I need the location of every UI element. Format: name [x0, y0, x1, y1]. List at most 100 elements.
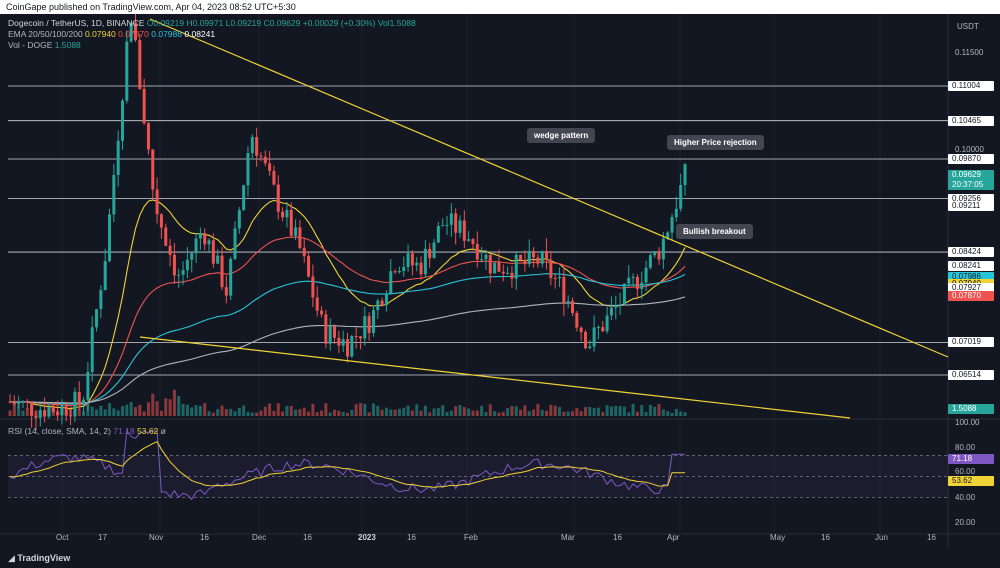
volume-bar [190, 407, 194, 416]
volume-bar [207, 411, 211, 416]
candle-body [635, 276, 639, 289]
candle-body [64, 404, 68, 416]
volume-bar [328, 412, 332, 416]
candle-body [224, 287, 228, 296]
candle-body [38, 410, 42, 418]
volume-bar [21, 410, 25, 416]
volume-bar [146, 402, 150, 416]
volume-bar [246, 411, 250, 416]
volume-bar [172, 389, 176, 416]
volume-bar [294, 409, 298, 416]
candle-body [108, 214, 112, 262]
candle-body [116, 140, 120, 176]
legend-ema-row[interactable]: EMA 20/50/100/200 0.07940 0.07870 0.0798… [8, 29, 416, 40]
volume-bar [315, 412, 319, 416]
candle-body [514, 254, 518, 279]
rsi-legend[interactable]: RSI (14, close, SMA, 14, 2) 71.18 53.62 … [8, 426, 166, 436]
volume-bar [371, 403, 375, 416]
volume-bar [133, 407, 137, 416]
candle-body [164, 227, 168, 246]
time-tick: Jun [875, 533, 888, 542]
legend-ohlc: O0.09219 H0.09971 L0.09219 C0.09629 +0.0… [146, 18, 416, 28]
candle-body [346, 339, 349, 357]
legend-vol-value: 1.5088 [54, 40, 81, 50]
candle-body [384, 293, 388, 306]
legend-symbol[interactable]: Dogecoin / TetherUS, 1D, BINANCE [8, 18, 145, 28]
tradingview-logo[interactable]: ◢ TradingView [8, 553, 70, 564]
price-tick-0115: 0.11500 [955, 48, 984, 57]
current-price: 0.09629 [952, 170, 981, 179]
volume-bar [333, 409, 337, 416]
rsi-tick-20: 20.00 [955, 518, 976, 527]
candle-body [155, 189, 159, 215]
volume-bar [523, 405, 527, 416]
volume-bar [216, 409, 220, 416]
candle-body [177, 274, 181, 276]
candle-body [168, 245, 172, 255]
candle-body [354, 336, 358, 338]
time-tick: Oct [56, 533, 69, 542]
candle-body [380, 300, 384, 306]
volume-bar [346, 412, 349, 416]
volume-bar [311, 403, 315, 416]
legend-vol-row[interactable]: Vol - DOGE 1.5088 [8, 40, 416, 51]
candle-body [454, 213, 458, 233]
volume-bar [653, 406, 657, 416]
ema-50-line [9, 236, 686, 407]
time-tick: Apr [667, 533, 680, 542]
volume-bar [194, 405, 198, 416]
volume-bar [402, 407, 406, 416]
volume-bar [268, 403, 272, 416]
currency-label: USDT [957, 22, 979, 31]
candle-body [627, 277, 631, 284]
ema-lines [9, 199, 686, 410]
candle-body [246, 153, 250, 186]
volume-bar [406, 405, 410, 416]
candle-body [198, 233, 202, 239]
legend-symbol-row: Dogecoin / TetherUS, 1D, BINANCE O0.0921… [8, 18, 416, 29]
level-tag: 0.06514 [948, 370, 994, 380]
candle-body [445, 224, 449, 226]
volume-bar [445, 412, 449, 416]
candle-body [216, 255, 220, 264]
volume-bar [497, 412, 501, 416]
legend-ema200: 0.08241 [184, 29, 216, 39]
volume-bar [138, 404, 142, 416]
candle-body [532, 250, 536, 258]
volume-bar [99, 405, 103, 416]
volume-bar [549, 404, 553, 416]
eye-icon[interactable]: ø [160, 426, 166, 436]
candle-body [60, 404, 64, 415]
time-tick: 16 [407, 533, 416, 542]
volume-bar [575, 408, 579, 416]
candle-body [272, 170, 276, 185]
candle-body [363, 316, 367, 339]
volume-bar [410, 410, 414, 416]
candle-body [43, 410, 47, 417]
volume-bar [458, 405, 462, 416]
candle-body [34, 415, 38, 418]
rsi-sma-line [9, 441, 685, 488]
candle-body [506, 272, 510, 274]
volume-bar [155, 401, 159, 416]
volume-bar [635, 411, 639, 416]
candle-body [519, 254, 523, 261]
volume-bar [185, 404, 189, 416]
volume-bar [320, 410, 324, 416]
price-chart[interactable] [0, 14, 1000, 548]
volume-bar [679, 411, 683, 416]
volume-bar [324, 403, 328, 416]
volume-bar [588, 406, 592, 416]
volume-bar [480, 405, 484, 416]
volume-bars [8, 389, 687, 416]
candle-body [125, 41, 129, 101]
volume-bar [670, 412, 674, 416]
candle-body [350, 336, 354, 357]
volume-bar [423, 405, 427, 416]
candle-body [268, 163, 272, 171]
time-tick: Mar [561, 533, 575, 542]
volume-bar [177, 395, 181, 416]
candle-body [237, 210, 241, 229]
volume-bar [562, 411, 566, 416]
candle-body [203, 233, 207, 245]
